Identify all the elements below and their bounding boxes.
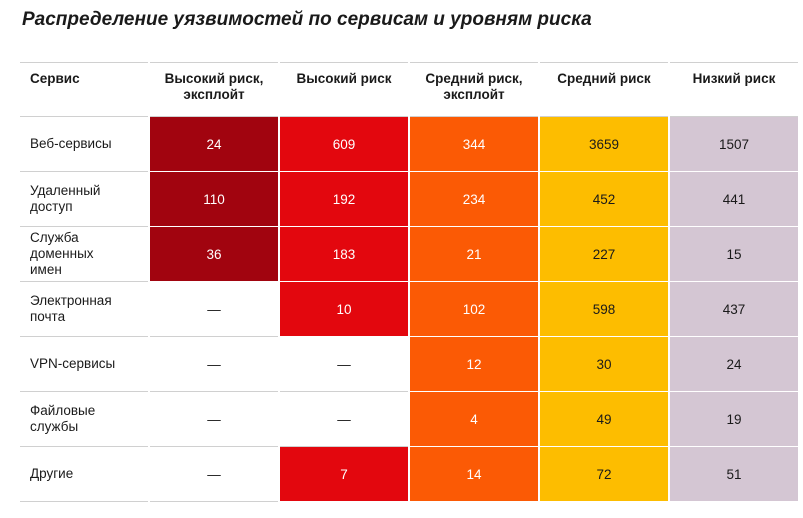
header-high-exploit: Высокий риск, эксплойт xyxy=(150,62,278,117)
table-cell: 234 xyxy=(410,172,538,227)
table-cell: — xyxy=(280,392,408,447)
page-title: Распределение уязвимостей по сервисам и … xyxy=(22,9,592,30)
row-label-service: Удаленный доступ xyxy=(20,172,148,227)
table-cell: 14 xyxy=(410,447,538,502)
table-cell: 192 xyxy=(280,172,408,227)
table-cell: 437 xyxy=(670,282,798,337)
table-cell: 10 xyxy=(280,282,408,337)
table-cell: 24 xyxy=(670,337,798,392)
table-cell: 441 xyxy=(670,172,798,227)
table-cell: 609 xyxy=(280,117,408,172)
table-cell: 1507 xyxy=(670,117,798,172)
header-medium-exploit: Средний риск, эксплойт xyxy=(410,62,538,117)
table-cell: 49 xyxy=(540,392,668,447)
row-label-service: Служба доменных имен xyxy=(20,227,148,282)
header-service: Сервис xyxy=(20,62,148,117)
table-cell: 227 xyxy=(540,227,668,282)
table-cell: 12 xyxy=(410,337,538,392)
table-cell: — xyxy=(150,337,278,392)
table-cell: — xyxy=(150,447,278,502)
header-high: Высокий риск xyxy=(280,62,408,117)
row-label-service: VPN-сервисы xyxy=(20,337,148,392)
row-label-service: Электронная почта xyxy=(20,282,148,337)
table-cell: 110 xyxy=(150,172,278,227)
table-cell: 36 xyxy=(150,227,278,282)
row-label-service: Другие xyxy=(20,447,148,502)
table-cell: — xyxy=(280,337,408,392)
vulnerability-table: Сервис Высокий риск, эксплойт Высокий риск С… xyxy=(20,62,798,502)
table-cell: 21 xyxy=(410,227,538,282)
table-cell: 344 xyxy=(410,117,538,172)
table-cell: 3659 xyxy=(540,117,668,172)
table-cell: 102 xyxy=(410,282,538,337)
table-cell: 19 xyxy=(670,392,798,447)
table-cell: 452 xyxy=(540,172,668,227)
table-cell: — xyxy=(150,392,278,447)
header-low: Низкий риск xyxy=(670,62,798,117)
row-label-service: Веб-сервисы xyxy=(20,117,148,172)
table-cell: 598 xyxy=(540,282,668,337)
table-cell: 4 xyxy=(410,392,538,447)
table-cell: 183 xyxy=(280,227,408,282)
table-cell: 7 xyxy=(280,447,408,502)
table-cell: 24 xyxy=(150,117,278,172)
table-cell: 15 xyxy=(670,227,798,282)
table-cell: 72 xyxy=(540,447,668,502)
row-label-service: Файловые службы xyxy=(20,392,148,447)
table-cell: 51 xyxy=(670,447,798,502)
table-cell: — xyxy=(150,282,278,337)
table-cell: 30 xyxy=(540,337,668,392)
header-medium: Средний риск xyxy=(540,62,668,117)
